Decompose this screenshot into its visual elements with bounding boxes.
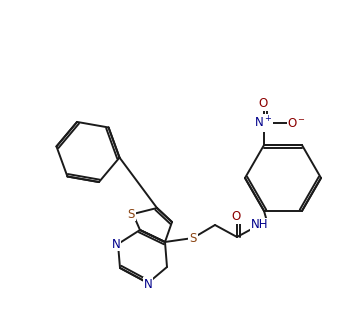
Text: O: O — [231, 211, 241, 224]
Text: O: O — [258, 97, 267, 110]
Text: O$^-$: O$^-$ — [288, 117, 307, 130]
Text: N: N — [112, 238, 120, 251]
Text: S: S — [127, 207, 135, 220]
Text: S: S — [189, 231, 197, 244]
Text: N$^+$: N$^+$ — [254, 115, 272, 131]
Text: NH: NH — [251, 218, 269, 231]
Text: N: N — [144, 278, 152, 291]
